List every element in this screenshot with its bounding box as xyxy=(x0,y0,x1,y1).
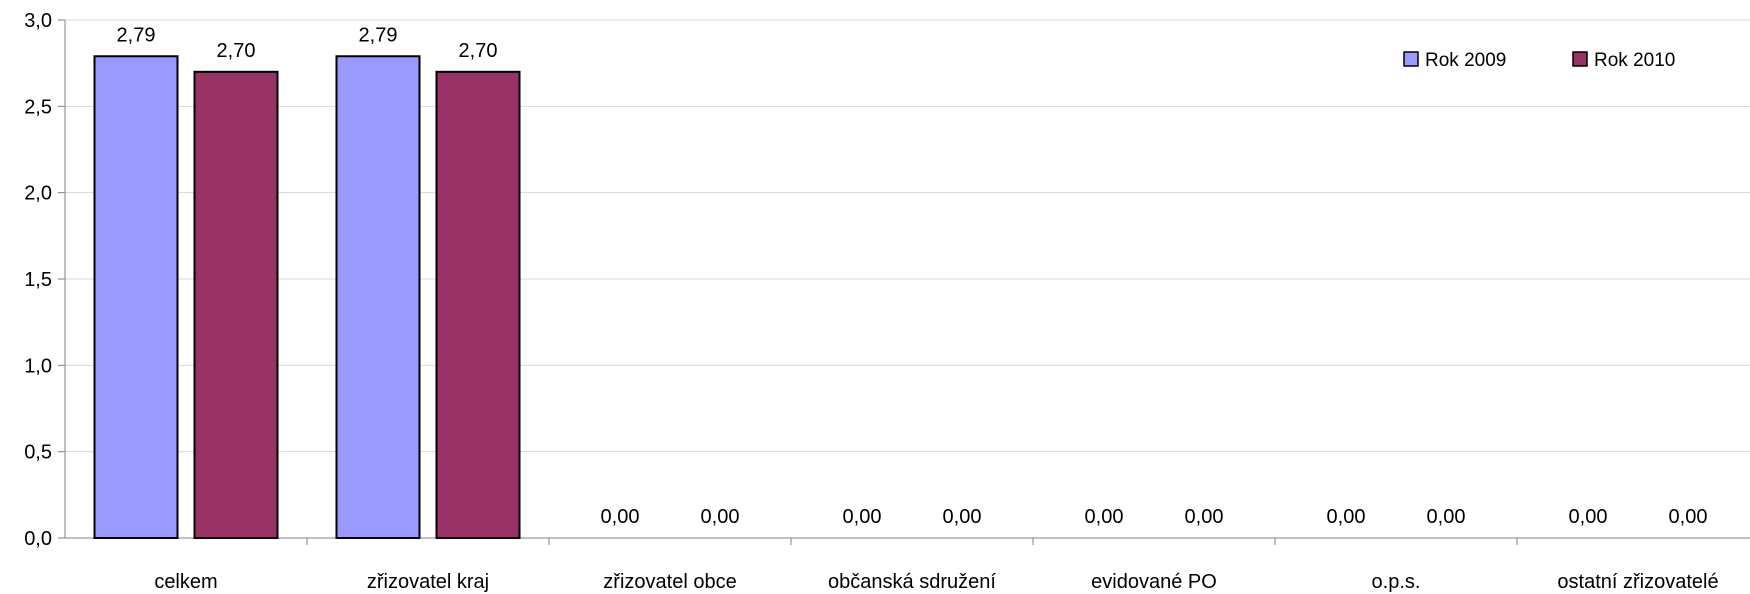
y-axis-ticks: 0,0 0,5 1,0 1,5 2,0 2,5 3,0 xyxy=(24,10,65,550)
data-label: 0,00 xyxy=(843,506,882,528)
axes xyxy=(64,20,1750,545)
data-label: 0,00 xyxy=(701,506,740,528)
x-axis-labels: celkem zřizovatel kraj zřizovatel obce obča… xyxy=(154,571,1718,593)
y-tick-label: 3,0 xyxy=(24,10,52,32)
legend-swatch xyxy=(1403,51,1419,67)
legend: Rok 2009 Rok 2010 xyxy=(1372,22,1712,97)
data-label: 0,00 xyxy=(601,506,640,528)
x-category-label: zřizovatel kraj xyxy=(367,571,489,593)
y-tick-label: 1,5 xyxy=(24,269,52,291)
bar-rok-2009 xyxy=(335,55,421,539)
legend-swatch xyxy=(1572,51,1588,67)
x-category-label: ostatní zřizovatelé xyxy=(1557,571,1718,593)
y-tick-label: 2,5 xyxy=(24,96,52,118)
x-category-label: celkem xyxy=(154,571,217,593)
y-tick-label: 0,5 xyxy=(24,442,52,464)
data-label: 0,00 xyxy=(1185,506,1224,528)
x-category-label: o.p.s. xyxy=(1372,571,1421,593)
bar-rok-2010 xyxy=(193,70,279,540)
x-category-label: občanská sdružení xyxy=(828,571,996,593)
legend-background xyxy=(1372,22,1712,97)
data-label: 0,00 xyxy=(1569,506,1608,528)
data-label: 0,00 xyxy=(943,506,982,528)
data-label: 2,79 xyxy=(117,24,156,46)
legend-label: Rok 2010 xyxy=(1594,50,1675,71)
bar-rok-2010 xyxy=(435,70,521,540)
data-label: 2,79 xyxy=(359,24,398,46)
y-tick-label: 2,0 xyxy=(24,183,52,205)
data-label: 0,00 xyxy=(1085,506,1124,528)
y-tick-label: 1,0 xyxy=(24,355,52,377)
y-tick-label: 0,0 xyxy=(24,528,52,550)
x-category-label: evidované PO xyxy=(1091,571,1217,593)
x-category-label: zřizovatel obce xyxy=(603,571,736,593)
data-label: 2,70 xyxy=(217,40,256,62)
data-label: 0,00 xyxy=(1327,506,1366,528)
data-labels: 2,79 2,70 2,79 2,70 0,00 0,00 0,00 0,00 0,00 0,00… xyxy=(117,24,1708,528)
data-label: 0,00 xyxy=(1427,506,1466,528)
legend-label: Rok 2009 xyxy=(1425,50,1506,71)
data-label: 0,00 xyxy=(1669,506,1708,528)
data-label: 2,70 xyxy=(459,40,498,62)
bar-rok-2009 xyxy=(93,55,179,539)
bars xyxy=(93,55,521,540)
